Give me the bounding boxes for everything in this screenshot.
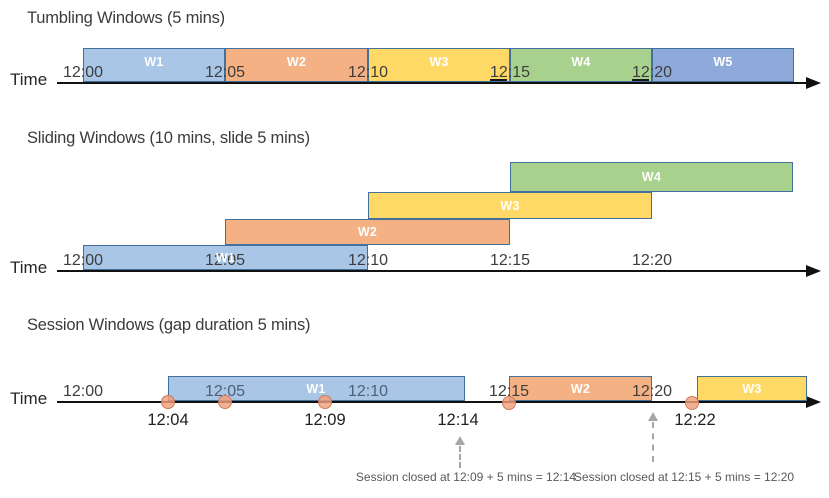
tick-underline — [490, 79, 507, 81]
dashed-up-arrowhead-icon — [455, 436, 465, 445]
session-tick-1200: 12:00 — [62, 383, 104, 400]
session-time-axis-label: Time — [10, 389, 48, 408]
tumbling-window-w3-label: W3 — [429, 55, 449, 69]
sliding-tick-1210: 12:10 — [347, 252, 389, 269]
sliding-window-w3: W3 — [368, 192, 652, 219]
session-closed-annotation-2: Session closed at 12:15 + 5 mins = 12:20 — [573, 470, 795, 484]
session-window-w2-label: W2 — [570, 381, 591, 396]
sliding-window-w4: W4 — [510, 162, 793, 192]
tumbling-window-w1: W1 — [83, 48, 225, 82]
event-dot-1222 — [685, 396, 699, 410]
tumbling-window-w1-label: W1 — [144, 55, 164, 69]
event-dot-1205 — [218, 395, 232, 409]
sliding-window-w2-label: W2 — [357, 225, 378, 239]
tumbling-tick-1200: 12:00 — [62, 64, 104, 81]
tumbling-window-w3: W3 — [368, 48, 510, 82]
event-label-1209: 12:09 — [304, 411, 346, 429]
sliding-window-w4-label: W4 — [641, 170, 662, 184]
tumbling-tick-1205: 12:05 — [204, 64, 246, 81]
sliding-tick-1215: 12:15 — [489, 252, 531, 269]
session-tick-1210: 12:10 — [347, 383, 389, 400]
tumbling-tick-1220: 12:20 — [631, 64, 673, 81]
event-label-1222: 12:22 — [674, 411, 716, 429]
dashed-up-arrow-line — [459, 446, 461, 468]
sliding-time-axis-label: Time — [10, 258, 48, 277]
session-closed-annotation-1: Session closed at 12:09 + 5 mins = 12:14 — [355, 470, 577, 484]
tumbling-tick-1210: 12:10 — [347, 64, 389, 81]
tumbling-window-w4-label: W4 — [571, 55, 591, 69]
session-axis-line — [57, 401, 808, 403]
session-tick-1205: 12:05 — [204, 383, 246, 400]
sliding-section-title: Sliding Windows (10 mins, slide 5 mins) — [27, 129, 310, 147]
session-section-title: Session Windows (gap duration 5 mins) — [27, 316, 311, 334]
sliding-tick-1200: 12:00 — [62, 252, 104, 269]
sliding-window-w1: W1 — [83, 245, 368, 270]
event-dot-1204 — [161, 395, 175, 409]
sliding-window-w1-label: W1 — [215, 250, 236, 265]
session-window-w3: W3 — [697, 376, 807, 401]
tumbling-axis-line — [57, 82, 808, 84]
tick-underline — [632, 79, 649, 81]
dashed-up-arrow-line — [652, 422, 654, 462]
tumbling-window-w5-label: W5 — [713, 55, 733, 69]
tumbling-axis-arrowhead-icon — [806, 77, 821, 89]
tumbling-window-w2-label: W2 — [286, 55, 307, 69]
session-axis-arrowhead-icon — [806, 396, 821, 408]
sliding-axis-line — [57, 270, 808, 272]
sliding-window-w2: W2 — [225, 219, 510, 245]
session-window-w1 — [168, 376, 465, 401]
session-tick-1220: 12:20 — [631, 383, 673, 400]
tumbling-window-w4: W4 — [510, 48, 652, 82]
event-dot-1215 — [502, 396, 516, 410]
tumbling-tick-1215: 12:15 — [489, 64, 531, 81]
session-window-w1-label: W1 — [306, 382, 326, 396]
sliding-window-w3-label: W3 — [500, 198, 520, 213]
sliding-tick-1220: 12:20 — [631, 252, 673, 269]
session-window-w3-label: W3 — [742, 381, 762, 396]
sliding-tick-1205: 12:05 — [204, 252, 246, 269]
dashed-up-arrowhead-icon — [648, 412, 658, 421]
session-window-w2: W2 — [509, 376, 652, 401]
session-tick-1215: 12:15 — [488, 383, 530, 400]
event-label-1204: 12:04 — [147, 411, 189, 429]
tumbling-window-w5: W5 — [652, 48, 794, 82]
tumbling-section-title: Tumbling Windows (5 mins) — [27, 9, 225, 27]
tumbling-window-w2: W2 — [225, 48, 368, 82]
tumbling-time-axis-label: Time — [10, 70, 48, 89]
event-dot-1209 — [318, 395, 332, 409]
event-label-1214: 12:14 — [437, 411, 479, 429]
sliding-axis-arrowhead-icon — [806, 265, 821, 277]
